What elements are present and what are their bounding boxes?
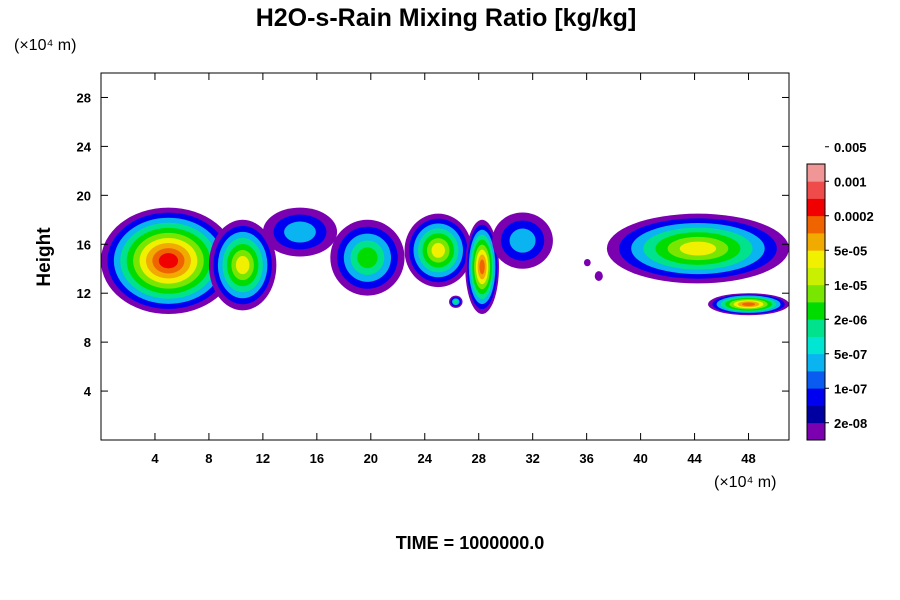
x-tick-label: 40 — [633, 451, 647, 466]
colorbar-swatch — [807, 302, 825, 320]
y-tick-label: 4 — [84, 384, 92, 399]
contour-level-2-2 — [284, 221, 316, 243]
y-unit-label: (×10⁴ m) — [14, 37, 76, 54]
x-unit-label: (×10⁴ m) — [714, 474, 776, 491]
x-tick-label: 28 — [471, 451, 485, 466]
colorbar-frame — [806, 163, 826, 441]
colorbar-swatch — [807, 215, 825, 234]
contour-level-9-8 — [742, 302, 755, 306]
colorbar-swatch — [807, 198, 825, 217]
y-tick-label: 8 — [84, 335, 91, 350]
contour-level-6-2 — [509, 228, 536, 253]
colorbar-swatch — [807, 371, 825, 389]
colorbar-swatch — [807, 405, 825, 424]
x-tick-label: 12 — [256, 451, 270, 466]
colorbar-swatch — [807, 422, 825, 441]
contour-level-1-6 — [235, 256, 250, 275]
colorbar-swatch — [807, 388, 825, 406]
colorbar-label: 5e-05 — [834, 243, 867, 258]
contour-level-5-8 — [479, 259, 485, 275]
x-tick-label: 48 — [741, 451, 755, 466]
colorbar: 2e-08 1e-07 5e-07 2e-06 1e-05 5e-05 0.0002 0.00… — [806, 140, 874, 441]
colorbar-label: 0.005 — [834, 140, 867, 155]
y-tick-label: 20 — [77, 188, 91, 203]
colorbar-label: 1e-07 — [834, 381, 867, 396]
chart-title: H2O-s-Rain Mixing Ratio [kg/kg] — [256, 4, 637, 32]
colorbar-swatch — [807, 284, 825, 303]
x-tick-label: 44 — [687, 451, 702, 466]
colorbar-label: 2e-08 — [834, 416, 867, 431]
colorbar-swatch — [807, 319, 825, 337]
y-tick-label: 12 — [77, 286, 91, 301]
y-axis-label: Height — [34, 227, 55, 287]
x-tick-label: 8 — [205, 451, 212, 466]
colorbar-label: 0.001 — [834, 174, 867, 189]
x-tick-label: 16 — [310, 451, 324, 466]
contour-level-11-0 — [594, 271, 603, 281]
colorbar-swatch — [807, 250, 825, 268]
colorbar-label: 0.0002 — [834, 209, 874, 224]
x-tick-label: 24 — [418, 451, 433, 466]
contour-level-0-9 — [158, 253, 179, 269]
y-tick-label: 28 — [77, 90, 91, 105]
footer-time: TIME = 1000000.0 — [396, 533, 545, 553]
x-tick-label: 32 — [525, 451, 539, 466]
contour-level-3-4 — [357, 247, 378, 269]
contour-level-7-3 — [453, 299, 459, 304]
colorbar-swatch — [807, 164, 825, 182]
colorbar-label: 2e-06 — [834, 312, 867, 327]
plot-frame — [100, 72, 790, 441]
colorbar-swatch — [807, 353, 825, 372]
colorbar-swatch — [807, 336, 825, 355]
x-tick-label: 36 — [579, 451, 593, 466]
x-tick-label: 20 — [364, 451, 378, 466]
contour-level-8-6 — [679, 241, 717, 256]
x-tick-label: 4 — [151, 451, 159, 466]
colorbar-label: 5e-07 — [834, 347, 867, 362]
colorbar-swatch — [807, 233, 825, 251]
contour-level-10-0 — [583, 258, 591, 267]
colorbar-label: 1e-05 — [834, 278, 867, 293]
colorbar-swatch — [807, 181, 825, 199]
y-tick-label: 16 — [77, 237, 91, 252]
contour-level-4-6 — [431, 243, 446, 258]
heatmap-field — [101, 207, 789, 316]
colorbar-swatch — [807, 267, 825, 286]
y-tick-label: 24 — [77, 139, 92, 154]
